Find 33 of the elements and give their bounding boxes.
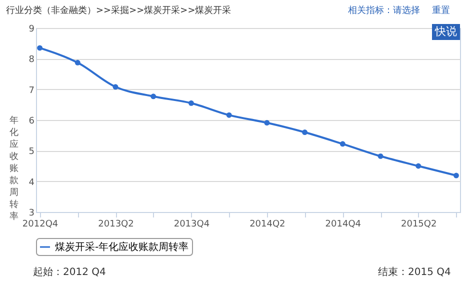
x-tick-label: 2012Q4 <box>22 220 58 230</box>
point <box>264 120 270 126</box>
y-tick-label: 7 <box>28 86 34 96</box>
text: 起始：2012 Q4 <box>33 266 106 278</box>
legend-label: 煤炭开采-年化应收账款周转率 <box>55 241 189 253</box>
point <box>378 153 384 159</box>
y-tick-label: 5 <box>28 147 34 158</box>
x-tick-label: 2013Q4 <box>174 220 210 230</box>
point <box>226 112 232 118</box>
y-tick-label: 4 <box>28 178 35 188</box>
x-tick-label: 2014Q2 <box>250 220 286 230</box>
y-tick-label: 3 <box>28 208 34 218</box>
x-tick-label: 2013Q2 <box>98 220 134 230</box>
annotation: 快说 <box>434 25 457 38</box>
y-tick-label: 6 <box>28 116 35 126</box>
chart-title: 行业分类（非金融类）>>采掘>>煤炭开采>>煤炭开采 <box>6 5 232 16</box>
text: 重置 <box>432 5 450 16</box>
point <box>112 84 118 90</box>
point <box>188 100 194 106</box>
y-tick-label: 9 <box>28 24 35 34</box>
point <box>416 163 422 169</box>
text: 年化应收账款周转率 <box>10 116 18 222</box>
text: 相关指标：请选择 <box>348 5 420 16</box>
point <box>150 94 156 100</box>
point <box>37 45 43 51</box>
point <box>302 130 308 135</box>
x-tick-label: 2015Q2 <box>401 220 437 230</box>
point <box>74 60 80 66</box>
y-tick-label: 8 <box>28 55 35 66</box>
point <box>340 141 346 147</box>
text: 结束：2015 Q4 <box>378 266 451 278</box>
x-tick-label: 2014Q4 <box>325 220 362 230</box>
point <box>453 172 459 178</box>
